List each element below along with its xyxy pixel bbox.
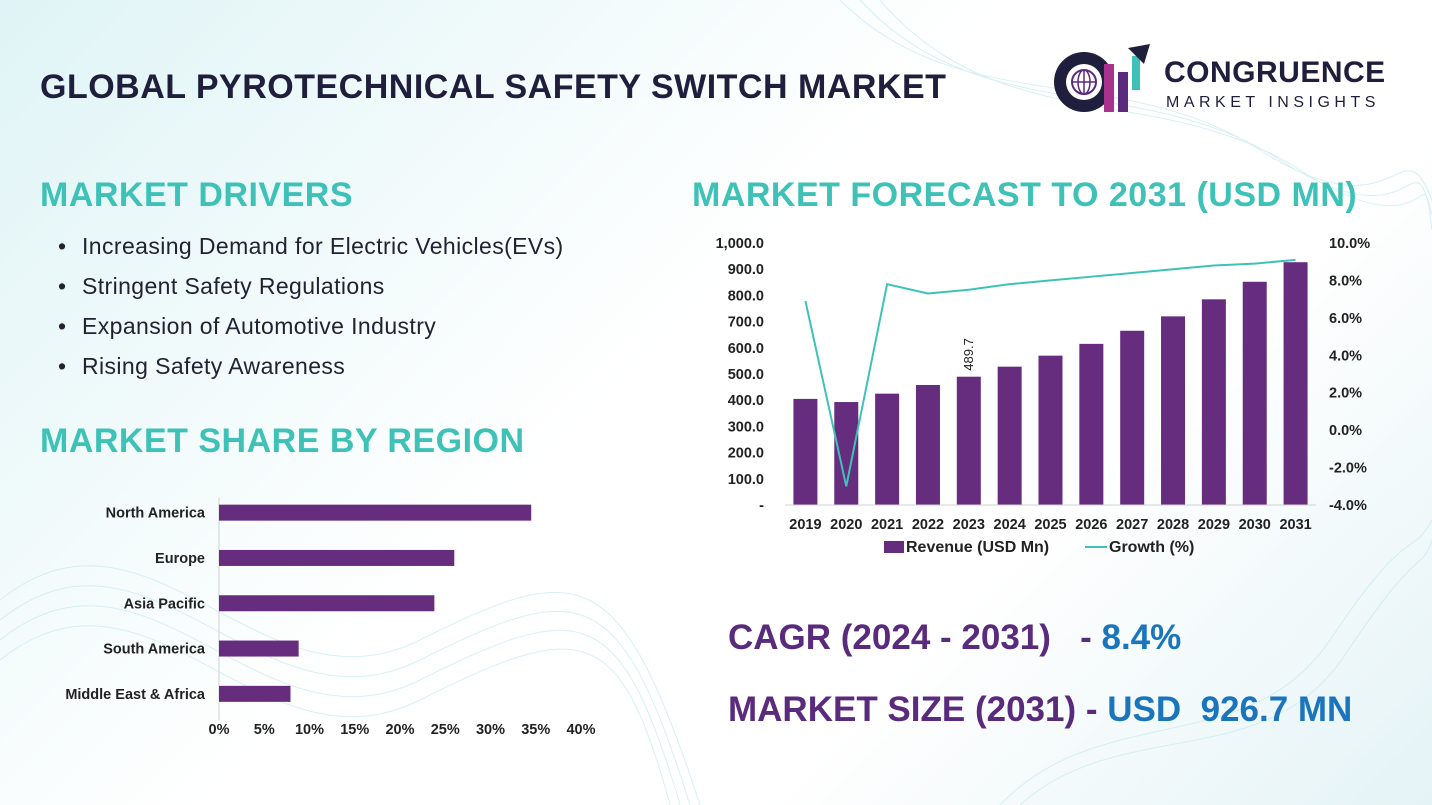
list-item: • Expansion of Automotive Industry	[58, 313, 437, 339]
logo-subtitle: MARKET INSIGHTS	[1166, 94, 1380, 111]
market-size-separator: -	[1076, 690, 1108, 729]
y-tick-label: 200.0	[728, 446, 764, 462]
x-tick-label: 5%	[254, 722, 275, 738]
market-size-value: USD 926.7 MN	[1107, 690, 1353, 729]
legend-label-growth: Growth (%)	[1109, 539, 1194, 556]
bar	[1038, 355, 1063, 505]
bar	[1120, 330, 1145, 505]
bar	[219, 640, 299, 657]
x-tick-label: 30%	[476, 722, 505, 738]
y-tick-label: -	[759, 498, 764, 514]
bar	[1242, 281, 1267, 505]
drivers-heading: MARKET DRIVERS	[40, 176, 354, 214]
y-tick-label: 400.0	[728, 393, 764, 409]
x-tick-label: 0%	[209, 722, 230, 738]
logo-mark-icon	[1054, 44, 1150, 112]
y2-tick-label: 6.0%	[1329, 311, 1362, 327]
y2-tick-label: 10.0%	[1329, 236, 1370, 252]
logo-name: CONGRUENCE	[1164, 56, 1386, 89]
x-tick-label: 35%	[521, 722, 550, 738]
cagr-summary: CAGR (2024 - 2031) - 8.4%	[728, 618, 1181, 658]
market-size-label: MARKET SIZE (2031)	[728, 690, 1077, 729]
x-tick-label: 2023	[953, 517, 985, 533]
y2-tick-label: 2.0%	[1329, 386, 1362, 402]
region-heading: MARKET SHARE BY REGION	[40, 422, 525, 460]
bar	[956, 376, 981, 505]
bar	[219, 595, 435, 612]
x-tick-label: 2022	[912, 517, 944, 533]
y-tick-label: 300.0	[728, 419, 764, 435]
data-label: 489.7	[961, 338, 976, 371]
category-label: South America	[103, 642, 206, 658]
region-share-chart: North America Europe Asia Pacific South Ame…	[65, 498, 596, 738]
x-tick-label: 2025	[1034, 517, 1066, 533]
bar	[219, 504, 532, 521]
x-tick-label: 25%	[431, 722, 460, 738]
bar	[915, 385, 940, 505]
bar	[875, 393, 900, 505]
x-tick-label: 2019	[789, 517, 821, 533]
category-label: Europe	[155, 551, 205, 567]
cagr-separator: -	[1050, 618, 1102, 657]
y2-tick-label: 8.0%	[1329, 273, 1362, 289]
company-logo: CONGRUENCE MARKET INSIGHTS	[1046, 42, 1396, 118]
x-tick-label: 2024	[994, 517, 1026, 533]
x-tick-label: 2026	[1075, 517, 1107, 533]
y-tick-label: 700.0	[728, 315, 764, 331]
x-tick-label: 10%	[295, 722, 324, 738]
bar	[219, 685, 291, 702]
y2-tick-label: 0.0%	[1329, 423, 1362, 439]
cagr-value: 8.4%	[1101, 618, 1182, 657]
bar	[219, 549, 455, 566]
x-tick-label: 2029	[1198, 517, 1230, 533]
y2-tick-label: -2.0%	[1329, 461, 1367, 477]
legend-label-revenue: Revenue (USD Mn)	[906, 539, 1049, 556]
bar	[1161, 316, 1186, 505]
bar	[1079, 343, 1104, 505]
category-label: North America	[106, 506, 206, 522]
category-label: Middle East & Africa	[65, 687, 206, 703]
market-forecast-chart: - 100.0 200.0 300.0 400.0 500.0 600.0 700.0 800.…	[716, 236, 1371, 556]
y2-tick-label: -4.0%	[1329, 498, 1367, 514]
market-size-summary: MARKET SIZE (2031) - USD 926.7 MN	[728, 690, 1352, 730]
list-item: • Increasing Demand for Electric Vehicles…	[58, 233, 564, 259]
page-title: GLOBAL PYROTECHNICAL SAFETY SWITCH MARKE…	[40, 68, 947, 106]
x-tick-label: 40%	[566, 722, 595, 738]
category-label: Asia Pacific	[124, 596, 205, 612]
y-tick-label: 500.0	[728, 367, 764, 383]
x-tick-label: 15%	[340, 722, 369, 738]
bar	[834, 402, 859, 505]
legend-swatch-revenue	[884, 541, 904, 553]
forecast-heading: MARKET FORECAST TO 2031 (USD MN)	[692, 176, 1358, 214]
y2-tick-label: 4.0%	[1329, 348, 1362, 364]
x-tick-label: 2028	[1157, 517, 1189, 533]
bar	[1201, 299, 1226, 505]
x-tick-label: 2027	[1116, 517, 1148, 533]
bar	[997, 366, 1022, 505]
bar	[793, 398, 818, 505]
x-tick-label: 2020	[830, 517, 862, 533]
y-tick-label: 900.0	[728, 262, 764, 278]
y-tick-label: 100.0	[728, 472, 764, 488]
cagr-label: CAGR (2024 - 2031)	[728, 618, 1051, 657]
x-tick-label: 2030	[1239, 517, 1271, 533]
bar	[1283, 262, 1308, 505]
y-tick-label: 600.0	[728, 341, 764, 357]
x-tick-label: 20%	[385, 722, 414, 738]
y-tick-label: 800.0	[728, 288, 764, 304]
y-tick-label: 1,000.0	[716, 236, 764, 252]
x-tick-label: 2021	[871, 517, 903, 533]
drivers-list: • Increasing Demand for Electric Vehicles…	[58, 228, 564, 388]
x-tick-label: 2031	[1279, 517, 1311, 533]
list-item: • Rising Safety Awareness	[58, 353, 346, 379]
list-item: • Stringent Safety Regulations	[58, 273, 385, 299]
